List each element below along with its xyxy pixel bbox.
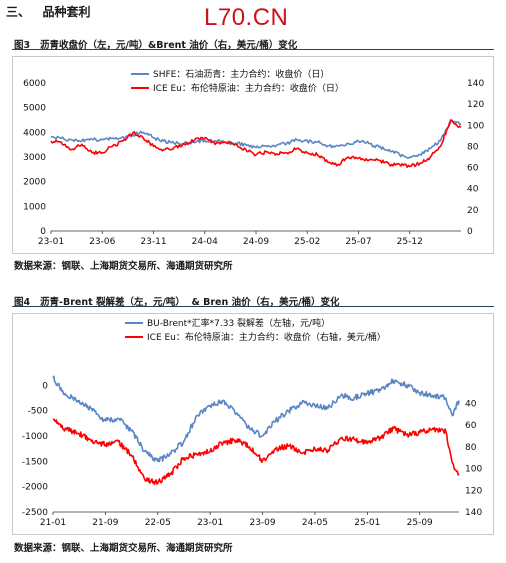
- right-y-tick-label: 60: [467, 164, 479, 174]
- x-tick-label: 23-11: [140, 237, 166, 247]
- left-y-tick-label: -1500: [22, 457, 48, 467]
- figure-2-chart: 0 -500 -1000 -1500 -2000 -2500 40 60 80 100 120 140…: [12, 313, 494, 535]
- figure-1-svg: 0 1000 2000 3000 4000 5000 6000 0 20 40 60 80 100 120…: [23, 68, 484, 247]
- right-y-tick-label: 40: [465, 399, 477, 409]
- section-heading: 三、 品种套利: [6, 5, 91, 19]
- x-tick-label: 25-07: [345, 237, 371, 247]
- x-tick-label: 25-12: [397, 237, 423, 247]
- series-line-2: [52, 418, 460, 485]
- right-y-tick-label: 120: [467, 100, 484, 110]
- figure-2-source: 数据来源：钢联、上海期货交易所、海通期货研究所: [14, 543, 233, 554]
- left-y-tick-label: 0: [40, 227, 46, 237]
- right-y-tick-label: 40: [467, 185, 479, 195]
- right-y-tick-label: 80: [465, 443, 477, 453]
- right-y-tick-label: 60: [465, 421, 477, 431]
- x-tick-label: 23-06: [89, 237, 115, 247]
- figure-2-caption: 图4 沥青-Brent 裂解差（左，元/吨） & Bren 油价（右，美元/桶）…: [14, 297, 340, 308]
- x-tick-label: 21-09: [92, 518, 118, 528]
- figure-1-caption: 图3 沥青收盘价（左，元/吨）&Brent 油价（右，美元/桶）变化: [14, 40, 298, 51]
- x-tick-label: 23-09: [249, 518, 275, 528]
- left-y-tick-label: -2500: [22, 508, 48, 518]
- legend-label-1: SHFE：石油沥青：主力合约：收盘价（日）: [153, 68, 329, 80]
- series-line-1: [52, 375, 460, 463]
- left-y-tick-label: 4000: [23, 128, 46, 138]
- figure-1-source: 数据来源：钢联、上海期货交易所、海通期货研究所: [14, 261, 233, 272]
- x-tick-label: 25-09: [407, 518, 433, 528]
- left-y-tick-label: -2000: [22, 483, 48, 493]
- site-logo: L70.CN: [204, 4, 289, 31]
- figure-2-svg: 0 -500 -1000 -1500 -2000 -2500 40 60 80 100 120 140…: [22, 317, 483, 528]
- x-tick-label: 25-01: [354, 518, 380, 528]
- right-y-tick-label: 100: [467, 121, 484, 131]
- figure-1-chart: 0 1000 2000 3000 4000 5000 6000 0 20 40 60 80 100 120…: [12, 56, 494, 254]
- right-y-tick-label: 80: [467, 142, 479, 152]
- figure-1-header: [12, 33, 494, 50]
- right-y-tick-label: 100: [465, 465, 482, 475]
- left-y-tick-label: -1000: [22, 432, 48, 442]
- right-y-tick-label: 20: [467, 206, 479, 216]
- right-y-tick-label: 140: [465, 508, 482, 518]
- x-tick-label: 24-09: [243, 237, 269, 247]
- x-tick-label: 23-01: [197, 518, 223, 528]
- left-y-tick-label: 3000: [23, 153, 46, 163]
- legend-label-1: BU-Brent*汇率*7.33 裂解差（左轴，元/吨）: [147, 317, 330, 329]
- legend-label-2: ICE Eu：布伦特原油：主力合约：收盘价（日）: [153, 82, 344, 94]
- left-y-tick-label: 0: [42, 381, 48, 391]
- x-tick-label: 24-04: [192, 237, 218, 247]
- left-y-tick-label: 1000: [23, 202, 46, 212]
- left-y-tick-label: -500: [28, 407, 49, 417]
- left-y-tick-label: 5000: [23, 104, 46, 114]
- x-tick-label: 22-05: [145, 518, 171, 528]
- left-y-tick-label: 6000: [23, 79, 46, 89]
- right-y-tick-label: 0: [467, 227, 473, 237]
- series-line-1: [50, 120, 462, 159]
- legend-label-2: ICE Eu：布伦特原油：主力合约：收盘价（右轴，美元/桶）: [147, 331, 386, 343]
- figure-2-header: [12, 290, 494, 307]
- left-y-tick-label: 2000: [23, 178, 46, 188]
- right-y-tick-label: 140: [467, 79, 484, 89]
- right-y-tick-label: 120: [465, 486, 482, 496]
- series-line-2: [50, 119, 462, 168]
- x-tick-label: 24-05: [302, 518, 328, 528]
- x-tick-label: 25-02: [294, 237, 320, 247]
- x-tick-label: 21-01: [40, 518, 66, 528]
- x-tick-label: 23-01: [38, 237, 64, 247]
